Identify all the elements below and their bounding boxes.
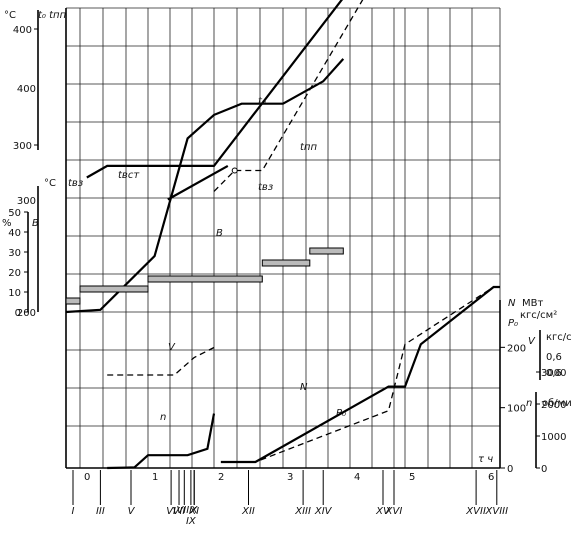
ticklabel-vacuum-1: 10 (8, 288, 21, 299)
stage-label-XV: XV (375, 506, 391, 517)
hour-label-0: 0 (84, 472, 90, 483)
ticklabel-vibration-1: 0,6 (546, 368, 562, 379)
stage-label-XII: XII (241, 506, 255, 517)
stage-label-VIII: VIII (176, 505, 192, 516)
curve-P-8 (220, 286, 494, 463)
bar-В-0 (65, 297, 81, 305)
stage-label-VI: VI (166, 506, 176, 517)
axis-pressure-label: P₀ (508, 318, 518, 329)
ticklabel-vibration-0: 0,6 (546, 352, 562, 363)
axis-temp-steam-sublabel: tвз (68, 178, 83, 189)
hour-label-2: 2 (218, 472, 224, 483)
curve-label-1: tпп (300, 142, 317, 153)
stage-label-XI: XI (188, 506, 199, 517)
curve-tпп-1 (213, 0, 364, 192)
ticklabel-temp-main-0: 300 (13, 141, 32, 152)
hour-label-4: 4 (354, 472, 360, 483)
ticklabel-temp-steam-0: 200 (17, 308, 36, 319)
curve-n-6 (107, 413, 216, 470)
hour-label-1: 1 (152, 472, 158, 483)
curve-label-4: В (216, 228, 223, 239)
ticklabel-vacuum-2: 20 (8, 268, 21, 279)
axis-power-sublabel: МВт (522, 298, 543, 309)
curve-tвст-2 (167, 164, 229, 201)
curve-label-7: N (300, 382, 308, 393)
axis-vibration-label: V (528, 336, 536, 347)
bar-В-4 (309, 247, 344, 255)
ticklabel-vacuum-3: 30 (8, 248, 21, 259)
ticklabel-temp-main-1: 400 (13, 25, 32, 36)
stage-label-XVI: XVI (385, 506, 403, 517)
bar-В-2 (147, 275, 263, 283)
stage-label-IX: IX (186, 516, 197, 527)
ticklabel-temp-steam-1: 300 (17, 196, 36, 207)
ticklabel-speed-0: 0 (541, 464, 547, 475)
curve-label-8: P₀ (336, 408, 346, 419)
x-unit-label: τ ч (478, 454, 493, 465)
ticklabel-power-1: 100 (507, 404, 526, 415)
curve-label-3: tвз (258, 182, 273, 193)
axis-vacuum-sublabel: В (32, 218, 39, 229)
axis-vacuum-label: % (2, 218, 12, 229)
hour-label-3: 3 (287, 472, 293, 483)
marker-0 (231, 167, 238, 174)
ticklabel-vacuum-0: 0 (15, 308, 21, 319)
stage-label-III: III (96, 506, 105, 517)
stage-label-X: X (190, 505, 199, 516)
stage-label-I: I (72, 506, 75, 517)
axes (24, 8, 541, 505)
axis-speed-sublabel: об/мин (542, 398, 572, 409)
axis-vibration-sublabel: кгс/см² (546, 332, 572, 343)
stage-label-XIV: XIV (314, 506, 333, 517)
axis-temp-main-label: °C (4, 10, 16, 21)
ticklabel-temp-steam-2: 400 (17, 84, 36, 95)
stage-label-XVIII: XVIII (485, 506, 509, 517)
ticklabel-speed-3: 3000 (541, 368, 566, 379)
curve-N-7 (220, 285, 500, 464)
curve-label-0: t₀ (258, 96, 266, 107)
stage-label-XIII: XIII (294, 506, 311, 517)
axis-temp-steam-label: °C (44, 178, 56, 189)
ticklabel-power-2: 200 (507, 343, 526, 354)
axis-speed-label: n (526, 398, 532, 409)
ticklabel-speed-2: 2000 (541, 400, 566, 411)
hour-label-5: 5 (409, 472, 415, 483)
stage-label-VII: VII (173, 506, 186, 517)
curves (65, 0, 500, 470)
stage-label-XVII: XVII (465, 506, 486, 517)
hour-label-6: 6 (488, 472, 494, 483)
curve-label-6: n (160, 412, 166, 423)
stage-label-V: V (128, 506, 136, 517)
ticklabel-power-0: 0 (507, 464, 513, 475)
ticklabel-vacuum-5: 50 (8, 208, 21, 219)
axis-temp-main-sublabel: t₀ tпп (38, 10, 67, 21)
curve-label-2: tвст (118, 170, 140, 181)
axis-pressure-sublabel: кгс/см² (520, 310, 557, 321)
bar-В-3 (261, 259, 311, 267)
curve-label-5: V (168, 342, 176, 353)
ticklabel-vacuum-4: 40 (8, 228, 21, 239)
axis-power-label: N (508, 298, 516, 309)
grid (65, 7, 501, 469)
curve-t-0 (86, 0, 344, 179)
ticklabel-speed-1: 1000 (541, 432, 566, 443)
curve-V-5 (107, 346, 215, 376)
bar-В-1 (79, 285, 149, 293)
